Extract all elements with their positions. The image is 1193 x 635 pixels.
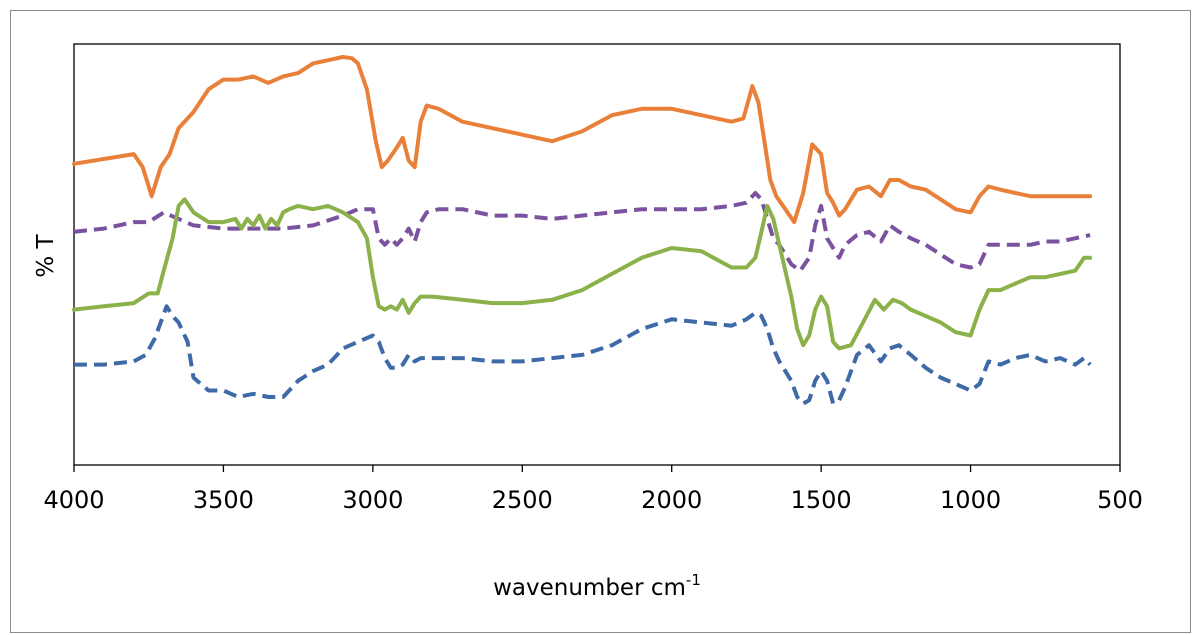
y-axis-title: % T <box>33 233 59 277</box>
series-line-1 <box>72 55 1093 225</box>
x-tick-label: 3000 <box>342 486 403 514</box>
x-tick-label: 2000 <box>641 486 702 514</box>
x-tick-label: 1000 <box>940 486 1001 514</box>
series-line-3 <box>72 197 1093 351</box>
x-axis-title: wavenumber cm-1 <box>493 571 701 601</box>
x-tick-label: 2500 <box>492 486 553 514</box>
x-tick-label: 3500 <box>193 486 254 514</box>
x-tick-label: 1500 <box>791 486 852 514</box>
chart-area: 4000 3500 3000 2500 2000 1500 1000 500 % T wave… <box>10 10 1191 633</box>
x-axis-title-text: wavenumber cm <box>493 575 686 601</box>
x-axis-ticks: 4000 3500 3000 2500 2000 1500 1000 500 <box>43 465 1143 514</box>
series-layer <box>72 55 1093 406</box>
y-axis-title-text: % T <box>33 233 59 277</box>
ftir-spectra-chart: 4000 3500 3000 2500 2000 1500 1000 500 % T wave… <box>33 43 1143 601</box>
x-tick-label: 500 <box>1097 486 1143 514</box>
x-axis-title-superscript: -1 <box>686 571 701 589</box>
x-tick-label: 4000 <box>43 486 104 514</box>
plot-area <box>73 43 1121 466</box>
series-line-4 <box>74 304 1092 406</box>
